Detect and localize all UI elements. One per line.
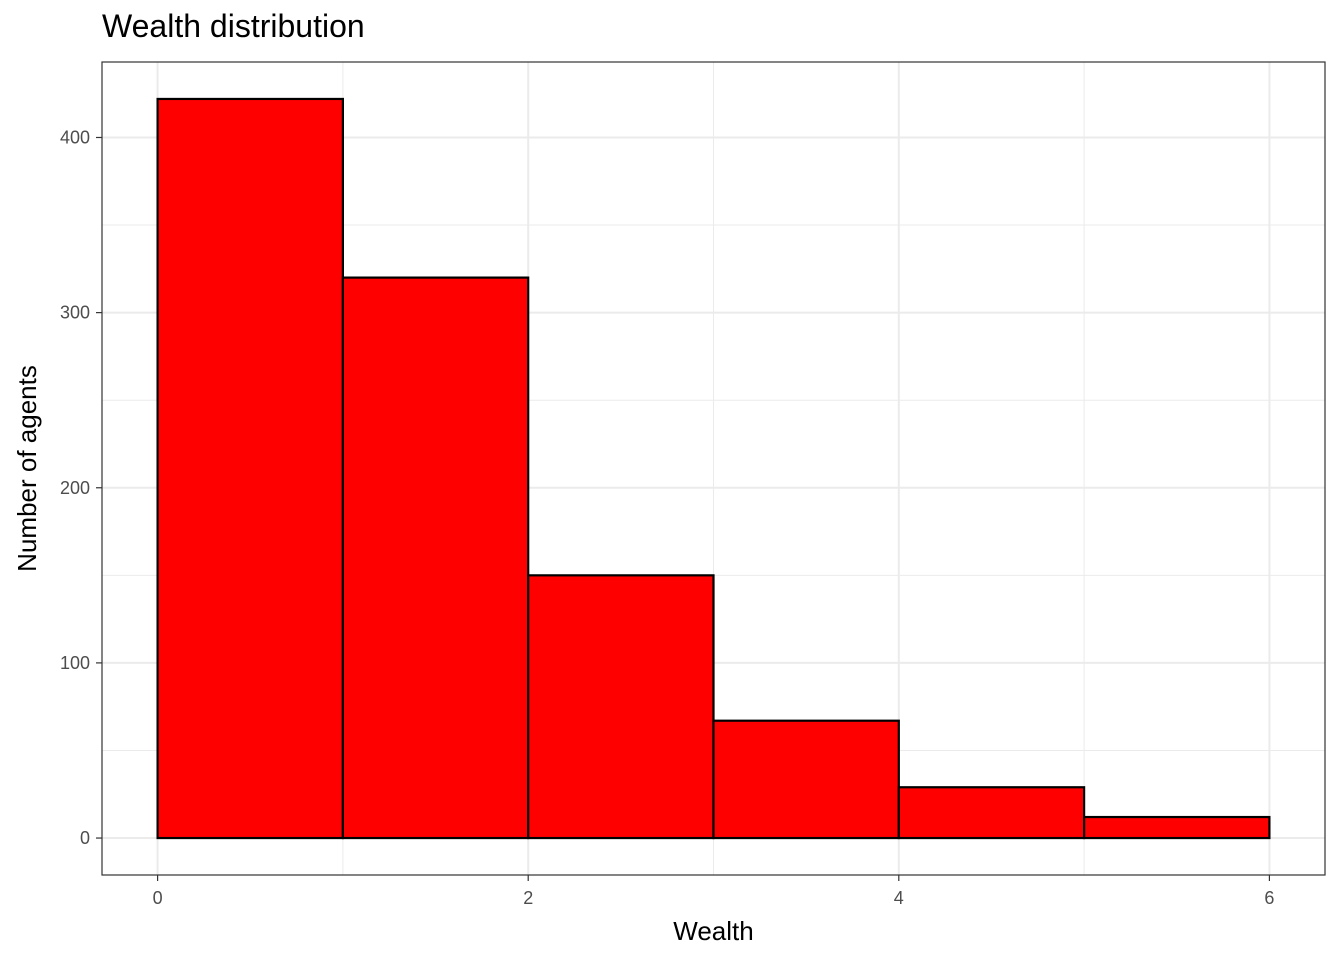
histogram-bar-4: [897, 786, 1086, 840]
histogram-bar-5: [1083, 815, 1271, 840]
histogram-bars: [156, 97, 1271, 840]
histogram-bar-2: [527, 574, 715, 840]
histogram-bar-0: [156, 97, 344, 840]
panel-border: [101, 61, 1326, 876]
y-tick-label: 0: [80, 828, 90, 848]
y-tick-label: 200: [60, 478, 90, 498]
histogram-bar-1: [341, 276, 530, 840]
x-tick-label: 2: [523, 888, 533, 908]
x-tick-label: 4: [894, 888, 904, 908]
axis-ticks: 0 2 4 6 0 100 200 300 400: [60, 127, 1274, 908]
chart-title: Wealth distribution: [102, 8, 365, 44]
y-tick-label: 300: [60, 303, 90, 323]
y-tick-label: 100: [60, 653, 90, 673]
x-tick-label: 0: [153, 888, 163, 908]
y-tick-label: 400: [60, 127, 90, 147]
histogram-bar-3: [712, 719, 900, 840]
x-axis-title: Wealth: [673, 916, 753, 946]
x-tick-label: 6: [1264, 888, 1274, 908]
y-axis-title: Number of agents: [12, 365, 42, 572]
